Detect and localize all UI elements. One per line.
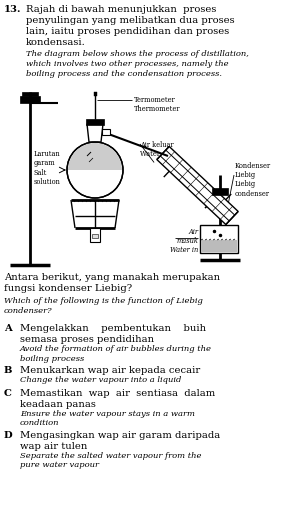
Text: Kondenser
Liebig
Liebig
condenser: Kondenser Liebig Liebig condenser [235,162,271,197]
Bar [92,234,98,238]
Text: Antara berikut, yang manakah merupakan
fungsi kondenser Liebig?: Antara berikut, yang manakah merupakan f… [4,273,220,293]
Polygon shape [157,146,238,225]
Bar [201,240,237,252]
Text: Ensure the water vapour stays in a warm
condition: Ensure the water vapour stays in a warm … [20,410,195,427]
Text: C: C [4,389,12,397]
Text: Avoid the formation of air bubbles during the
boiling process: Avoid the formation of air bubbles durin… [20,345,212,363]
Text: A: A [4,324,12,333]
Text: Separate the salted water vapour from the
pure water vapour: Separate the salted water vapour from th… [20,451,201,469]
Text: D: D [4,431,13,439]
Text: B: B [4,366,12,375]
Text: Memastikan  wap  air  sentiasa  dalam
keadaan panas: Memastikan wap air sentiasa dalam keadaa… [20,389,215,409]
Text: Termometer
Thermometer: Termometer Thermometer [134,96,181,113]
Bar [102,129,110,135]
Text: Change the water vapour into a liquid: Change the water vapour into a liquid [20,376,181,384]
Text: The diagram below shows the process of distillation,
which involves two other pr: The diagram below shows the process of d… [26,50,249,78]
Text: Mengelakkan    pembentukan    buih
semasa proses pendidihan: Mengelakkan pembentukan buih semasa pros… [20,324,206,344]
Text: Rajah di bawah menunjukkan  proses
penyulingan yang melibatkan dua proses
lain, : Rajah di bawah menunjukkan proses penyul… [26,5,235,47]
Bar [22,92,38,96]
Text: Larutan
garam
Salt
solution: Larutan garam Salt solution [34,150,61,186]
Text: 13.: 13. [4,5,21,14]
Text: Mengasingkan wap air garam daripada
wap air tulen: Mengasingkan wap air garam daripada wap … [20,431,220,451]
Text: Menukarkan wap air kepada cecair: Menukarkan wap air kepada cecair [20,366,200,375]
Text: Which of the following is the function of Liebig
condenser?: Which of the following is the function o… [4,297,203,315]
Bar [94,92,97,96]
Wedge shape [68,143,122,170]
Polygon shape [87,124,103,142]
Bar [212,188,228,195]
Text: Air keluar
Water out: Air keluar Water out [140,141,174,158]
Bar [20,96,40,103]
Bar [200,225,238,253]
Circle shape [67,142,123,198]
Bar [86,119,104,125]
Bar [90,228,100,242]
Text: Air
masuk
Water in: Air masuk Water in [170,228,198,254]
